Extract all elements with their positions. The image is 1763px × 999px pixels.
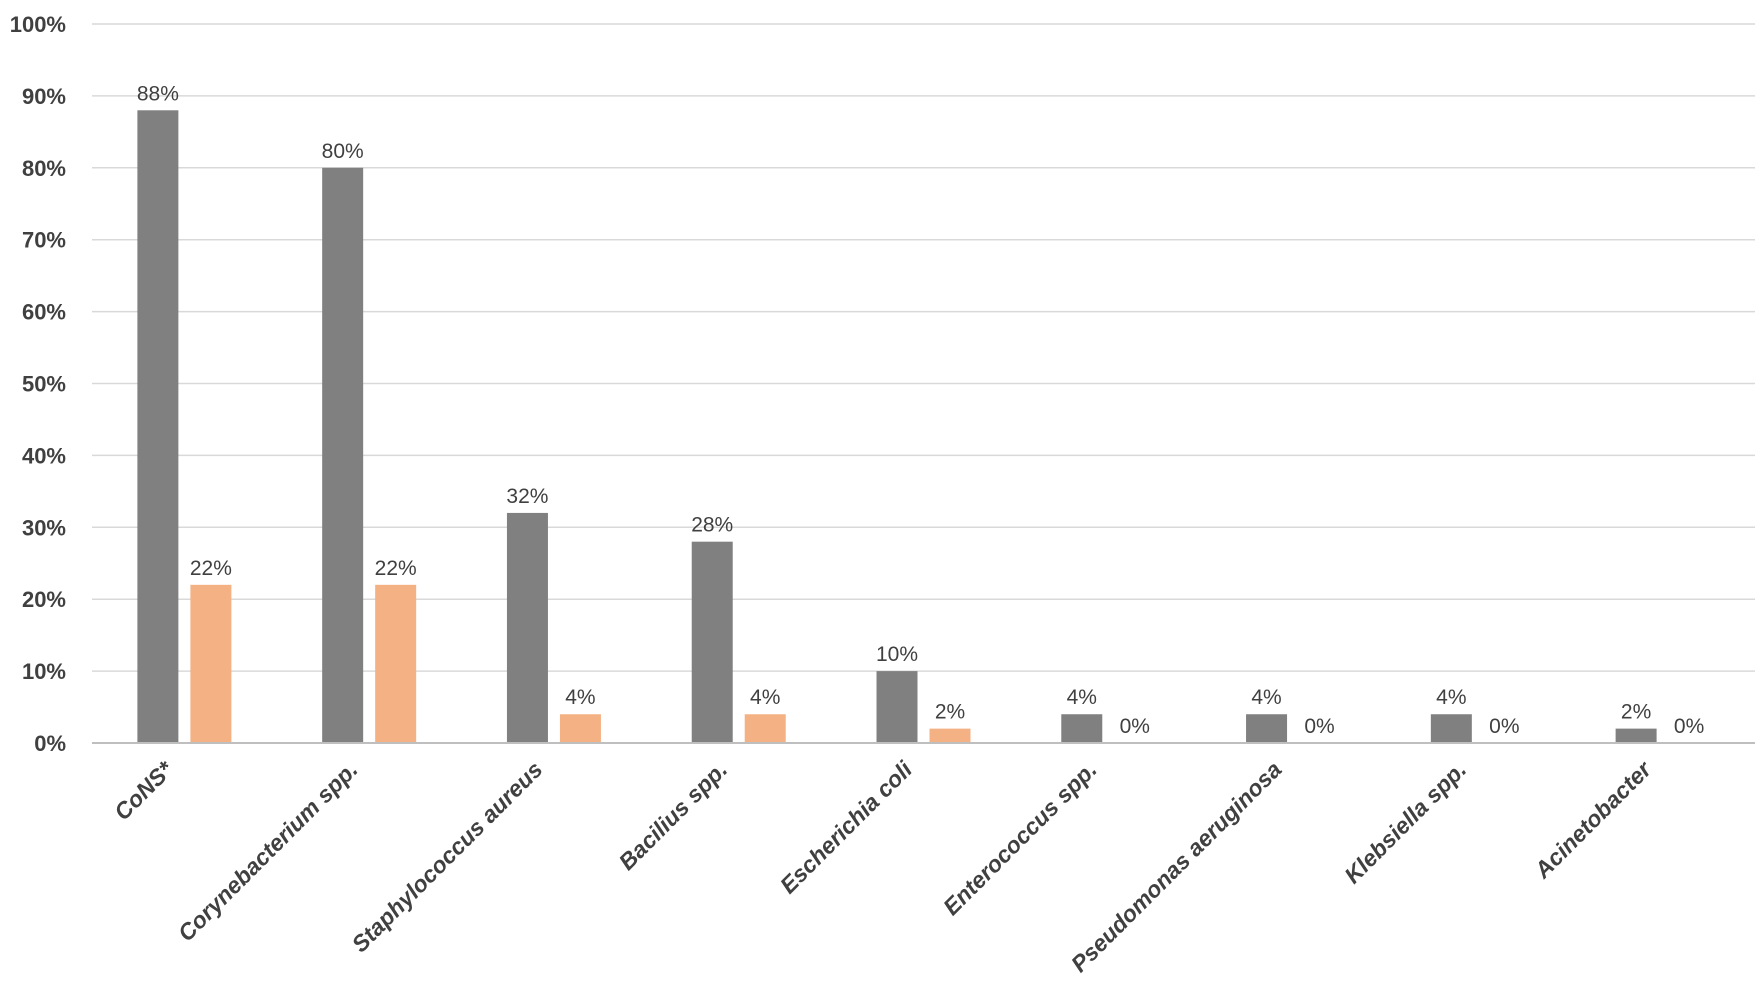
data-label: 10% xyxy=(876,643,918,666)
data-label: 22% xyxy=(190,557,232,580)
y-tick-label: 80% xyxy=(22,156,66,181)
data-label: 88% xyxy=(137,82,179,105)
data-label: 0% xyxy=(1120,715,1150,738)
data-label: 4% xyxy=(1067,686,1097,709)
bar xyxy=(137,110,179,743)
x-category-label: Klebsiella spp. xyxy=(1339,756,1471,888)
x-category-label: Corynebacterium spp. xyxy=(173,756,363,946)
data-label: 0% xyxy=(1304,715,1334,738)
y-tick-label: 60% xyxy=(22,300,66,325)
bar xyxy=(190,584,232,743)
y-axis-tick-labels: 0% 10% 20% 30% 40% 50% 60% 70% 80% 90% 100% xyxy=(10,12,66,756)
y-tick-label: 30% xyxy=(22,515,66,540)
y-tick-label: 70% xyxy=(22,228,66,253)
data-label: 28% xyxy=(691,514,733,537)
x-category-label: Acinetobacter xyxy=(1529,755,1657,883)
y-tick-label: 90% xyxy=(22,84,66,109)
bar xyxy=(375,584,417,743)
y-tick-label: 100% xyxy=(10,12,66,37)
data-label: 0% xyxy=(1489,715,1519,738)
data-label: 4% xyxy=(750,686,780,709)
bar xyxy=(1615,728,1657,743)
data-label: 4% xyxy=(1436,686,1466,709)
data-labels: 88% 22% 80% 22% 32% 4% 28% 4% 10% 2% 4% 0% 4% 0% 4% 0% 2… xyxy=(137,82,1704,738)
x-category-label: Escherichia coli xyxy=(775,756,918,899)
gridlines xyxy=(92,23,1755,672)
x-category-label: Pseudomonas aeruginosa xyxy=(1066,756,1287,977)
x-axis-category-labels: CoNS*Corynebacterium spp.Staphylococcus … xyxy=(109,755,1657,977)
y-tick-label: 10% xyxy=(22,659,66,684)
data-label: 2% xyxy=(935,701,965,724)
bar xyxy=(744,714,786,743)
bar xyxy=(322,167,364,744)
bar xyxy=(929,728,971,743)
data-label: 32% xyxy=(506,485,548,508)
x-category-label: Enterococcus spp. xyxy=(938,756,1102,920)
x-category-label: Staphylococcus aureus xyxy=(347,756,548,957)
data-label: 0% xyxy=(1674,715,1704,738)
data-label: 22% xyxy=(375,557,417,580)
data-label: 2% xyxy=(1621,701,1651,724)
y-tick-label: 20% xyxy=(22,587,66,612)
data-label: 80% xyxy=(322,140,364,163)
bar xyxy=(1246,714,1288,743)
data-label: 4% xyxy=(1251,686,1281,709)
bar xyxy=(506,512,548,743)
bar xyxy=(691,541,733,743)
bar xyxy=(559,714,601,743)
bar xyxy=(1430,714,1472,743)
bars xyxy=(137,110,1657,744)
y-tick-label: 40% xyxy=(22,443,66,468)
data-label: 4% xyxy=(565,686,595,709)
bar xyxy=(1061,714,1103,743)
bar xyxy=(876,671,918,743)
x-category-label: CoNS* xyxy=(109,755,179,825)
x-category-label: Bacilius spp. xyxy=(614,756,733,875)
y-tick-label: 0% xyxy=(34,731,66,756)
y-tick-label: 50% xyxy=(22,372,66,397)
